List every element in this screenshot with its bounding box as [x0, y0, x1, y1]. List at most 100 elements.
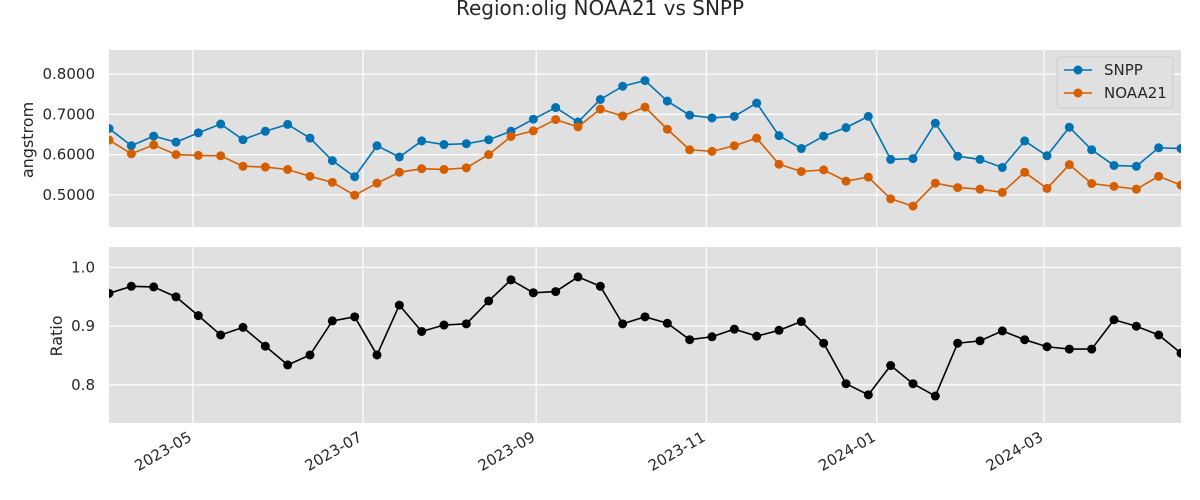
noaa21-series-point	[662, 124, 672, 134]
bottom-panel-series	[109, 272, 1181, 401]
bottom-panel-grid	[109, 247, 1181, 423]
ratio-series-point	[1176, 348, 1181, 358]
snpp-series-point	[216, 119, 226, 129]
ratio-series-point	[707, 332, 717, 342]
ratio-series-point	[528, 288, 538, 298]
snpp-series-point	[394, 152, 404, 162]
snpp-series-point	[439, 140, 449, 150]
snpp-series-point	[551, 103, 561, 113]
snpp-series-point	[953, 151, 963, 161]
snpp-series-point	[662, 96, 672, 106]
noaa21-series-point	[573, 122, 583, 132]
noaa21-series-point	[350, 190, 360, 200]
snpp-series-point	[685, 110, 695, 120]
snpp-series-point	[841, 123, 851, 133]
x-tick-label: 2024-03	[983, 428, 1046, 475]
noaa21-series-point	[595, 104, 605, 114]
ratio-series-point	[930, 391, 940, 401]
noaa21-series-point	[1176, 180, 1181, 190]
ratio-series-point	[1064, 344, 1074, 354]
ratio-series-point	[685, 335, 695, 345]
snpp-series-point	[305, 133, 315, 143]
snpp-series-point	[1020, 136, 1030, 146]
ratio-series-point	[171, 292, 181, 302]
noaa21-series-point	[551, 115, 561, 125]
ratio-series-point	[506, 275, 516, 285]
top-panel-y-tick-label: 0.8000	[43, 65, 96, 83]
bottom-panel-y-tick-label: 1.0	[71, 259, 95, 277]
x-tick-label: 2023-07	[302, 428, 365, 475]
ratio-series-point	[417, 326, 427, 336]
noaa21-series-point	[953, 183, 963, 193]
ratio-series-point	[1042, 342, 1052, 352]
ratio-series-point	[1087, 344, 1097, 354]
noaa21-series-point	[819, 165, 829, 175]
legend-noaa21-marker	[1073, 88, 1083, 98]
noaa21-series-point	[1154, 171, 1164, 181]
snpp-series-point	[1109, 160, 1119, 170]
snpp-series-point	[109, 123, 114, 133]
ratio-series-point	[997, 326, 1007, 336]
noaa21-series-point	[886, 194, 896, 204]
ratio-series-point	[819, 338, 829, 348]
bottom-panel-y-tick-label: 0.9	[71, 317, 95, 335]
snpp-series-point	[1064, 122, 1074, 132]
x-tick-label: 2023-11	[645, 428, 708, 475]
top-panel-y-ticks: 0.5000 0.6000 0.7000 0.8000	[43, 65, 96, 204]
top-panel-y-tick-label: 0.7000	[43, 105, 96, 123]
noaa21-series-point	[216, 151, 226, 161]
noaa21-series-point	[752, 133, 762, 143]
noaa21-series-point	[193, 150, 203, 160]
ratio-series-point	[394, 300, 404, 310]
noaa21-series-point	[528, 126, 538, 136]
noaa21-series-point	[685, 145, 695, 155]
snpp-series-point	[260, 126, 270, 136]
snpp-series-point	[640, 76, 650, 86]
top-panel-y-tick-label: 0.5000	[43, 186, 96, 204]
snpp-series-point	[372, 141, 382, 151]
snpp-series-point	[461, 139, 471, 149]
x-tick-label: 2023-09	[475, 428, 538, 475]
ratio-series-point	[953, 338, 963, 348]
noaa21-series-point	[908, 201, 918, 211]
noaa21-series-point	[327, 177, 337, 187]
snpp-series-point	[886, 154, 896, 164]
bottom-panel-y-ticks: 0.8 0.9 1.0	[71, 259, 95, 394]
legend: SNPP NOAA21	[1056, 56, 1174, 109]
snpp-series-point	[796, 144, 806, 154]
noaa21-series-point	[618, 111, 628, 121]
noaa21-series-point	[1042, 183, 1052, 193]
ratio-series-point	[863, 390, 873, 400]
noaa21-series-point	[484, 150, 494, 160]
legend-noaa21-label: NOAA21	[1104, 84, 1167, 102]
ratio-series-point	[595, 281, 605, 291]
ratio-series-point	[350, 312, 360, 322]
noaa21-series-point	[640, 102, 650, 112]
noaa21-series-point	[149, 140, 159, 150]
snpp-series-point	[171, 137, 181, 147]
ratio-series-point	[1131, 321, 1141, 331]
ratio-series-point	[908, 379, 918, 389]
noaa21-series-point	[975, 184, 985, 194]
ratio-series-point	[975, 336, 985, 346]
noaa21-series-point	[1131, 184, 1141, 194]
snpp-series-point	[350, 172, 360, 182]
ratio-series-point	[149, 282, 159, 292]
noaa21-series-point	[930, 178, 940, 188]
snpp-series-point	[193, 128, 203, 138]
noaa21-series-point	[1064, 160, 1074, 170]
noaa21-series-point	[283, 164, 293, 174]
ratio-series-point	[461, 319, 471, 329]
snpp-series-point	[819, 131, 829, 141]
noaa21-series-point	[997, 187, 1007, 197]
ratio-series-point	[640, 312, 650, 322]
x-tick-label: 2024-01	[815, 428, 878, 475]
noaa21-series-point	[1109, 181, 1119, 191]
snpp-series-point	[930, 118, 940, 128]
ratio-series-point	[662, 318, 672, 328]
ratio-series-point	[729, 324, 739, 334]
x-tick-label: 2023-05	[131, 428, 194, 475]
noaa21-series-point	[774, 159, 784, 169]
ratio-series-point	[327, 316, 337, 326]
